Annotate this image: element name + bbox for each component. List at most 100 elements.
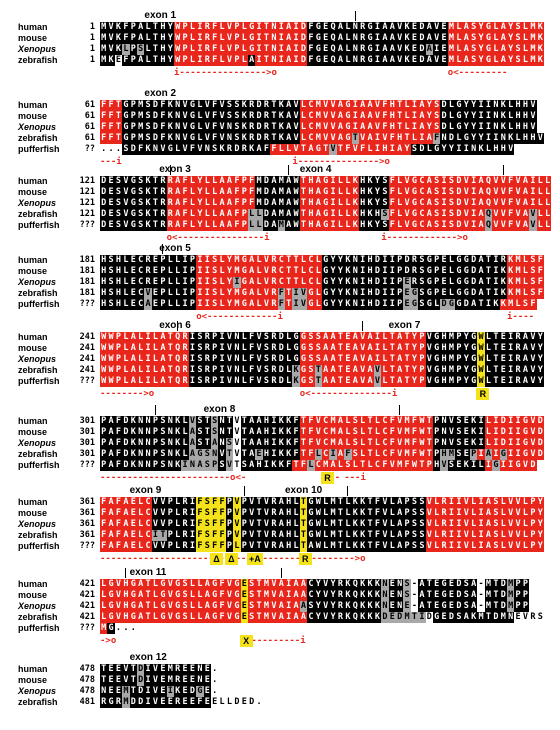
residue: T [299, 541, 308, 552]
residue: I [447, 497, 456, 508]
residue: I [381, 299, 389, 310]
residue: V [425, 332, 433, 343]
residue-number: 121 [79, 187, 95, 197]
residue: F [248, 376, 256, 387]
residue: N [233, 376, 241, 387]
residue: R [270, 530, 278, 541]
residue: G [455, 100, 463, 111]
sequence-row: pufferfish??? P A F D K N N P S N K I N A S P S V T S A H I K K F T… [0, 460, 560, 471]
residue: D [447, 612, 456, 623]
residue: T [270, 111, 278, 122]
residue: P [181, 55, 189, 66]
residue: S [107, 299, 115, 310]
residue: I [181, 255, 189, 266]
residue: L [285, 144, 293, 155]
residue: L [410, 133, 419, 144]
residue: V [359, 365, 367, 376]
residue: L [344, 55, 352, 66]
residue: W [314, 508, 322, 519]
residue: M [447, 343, 456, 354]
residue: A [322, 354, 330, 365]
residue: F [344, 449, 352, 460]
residue: V [262, 508, 271, 519]
residue: T [262, 33, 271, 44]
residue: G [484, 33, 493, 44]
residue: S [447, 220, 456, 231]
residue-number: 361 [79, 530, 95, 540]
residue: T [255, 590, 263, 601]
residue: L [285, 365, 293, 376]
residue: R [514, 332, 522, 343]
residue: Y [196, 198, 204, 209]
residue: A [137, 579, 145, 590]
residue: L [499, 508, 507, 519]
residue: V [292, 111, 300, 122]
residue: T [151, 44, 160, 55]
residue: C [307, 111, 315, 122]
residue: A [292, 601, 300, 612]
residue: K [344, 288, 352, 299]
residue: S [137, 187, 145, 198]
residue: T [403, 354, 411, 365]
residue-number: 421 [79, 601, 95, 611]
residue: I [181, 288, 189, 299]
residue: E [211, 697, 219, 708]
residue: N [440, 416, 448, 427]
residue: T [388, 343, 396, 354]
residue: P [240, 508, 248, 519]
residue: T [262, 22, 271, 33]
residue: R [270, 354, 278, 365]
residue: K [292, 376, 300, 387]
residue: V [403, 176, 411, 187]
residue: I [359, 277, 367, 288]
residue: F [536, 266, 544, 277]
residue: F [507, 209, 515, 220]
residue: Y [373, 220, 382, 231]
residue: P [129, 33, 137, 44]
residue: R [248, 122, 256, 133]
residue: C [144, 519, 152, 530]
residue: I [373, 354, 382, 365]
exon-boundary-tick [169, 165, 171, 175]
residue: I [285, 579, 293, 590]
residue: N [137, 427, 145, 438]
residue: E [240, 697, 248, 708]
residue: P [418, 332, 426, 343]
residue: Y [336, 299, 345, 310]
residue: P [159, 299, 167, 310]
residue-number: 61 [84, 100, 95, 110]
residue: R [181, 508, 189, 519]
residue: S [447, 460, 456, 471]
residue: P [100, 427, 108, 438]
residue: V [151, 697, 160, 708]
residue: F [114, 541, 123, 552]
residue: S [447, 209, 456, 220]
residue: S [248, 590, 256, 601]
residue: R [166, 187, 174, 198]
residue: K [359, 541, 367, 552]
residue: A [225, 220, 234, 231]
residue: L [314, 288, 322, 299]
residue: G [366, 22, 374, 33]
residue: K [507, 133, 515, 144]
residue: V [262, 277, 271, 288]
residue: W [314, 497, 322, 508]
residue: D [262, 198, 271, 209]
residue: I [285, 612, 293, 623]
residue: F [248, 365, 256, 376]
residue: P [188, 288, 197, 299]
residue: A [484, 541, 493, 552]
residue: K [285, 438, 293, 449]
residue: S [262, 365, 271, 376]
residue: G [159, 601, 167, 612]
residue: L [196, 100, 204, 111]
residue: A [129, 365, 137, 376]
residue: T [366, 530, 374, 541]
residue: T [299, 198, 308, 209]
residue: Q [484, 209, 493, 220]
residue: T [159, 530, 167, 541]
residue: D [262, 209, 271, 220]
residue: V [462, 519, 470, 530]
